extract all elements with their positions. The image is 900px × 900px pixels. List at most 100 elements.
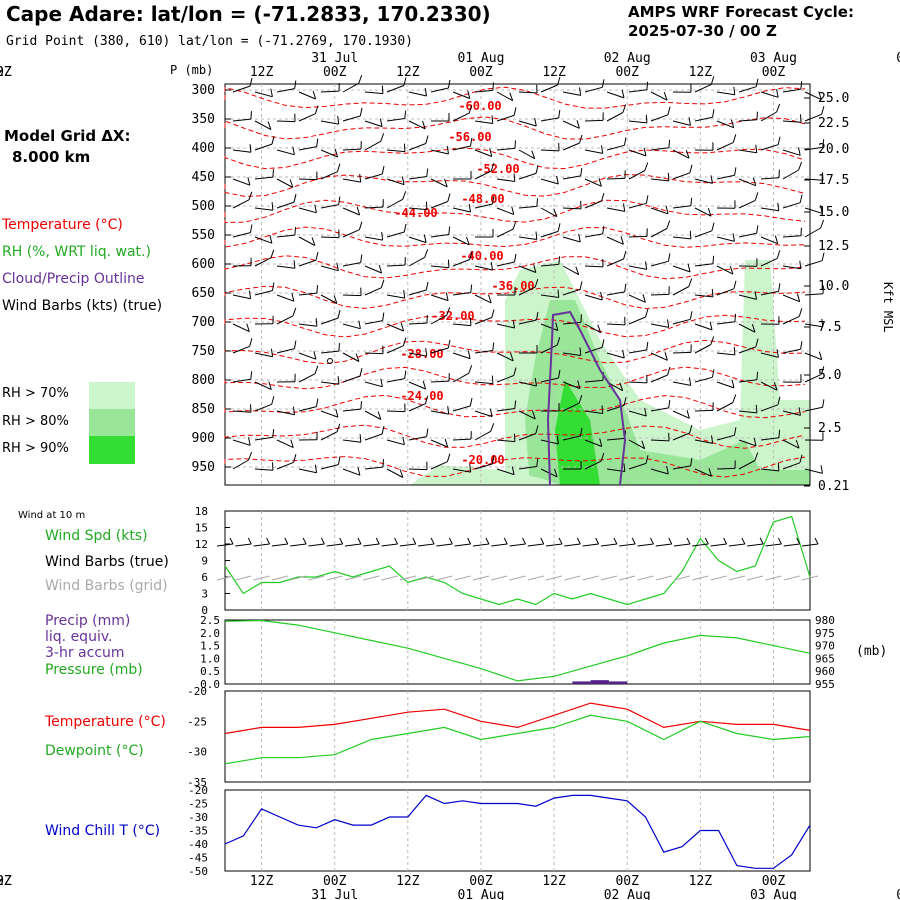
wind-barb-flag <box>644 407 647 417</box>
wind-barb-flag <box>689 164 693 173</box>
wind-barb <box>804 91 822 101</box>
wind-barb-flag <box>491 455 495 465</box>
rh-shade-region <box>555 380 600 485</box>
wind-barb-flag <box>534 278 539 288</box>
wind-barb <box>298 468 317 474</box>
wind-barb <box>408 120 426 130</box>
wind-barb-flag <box>336 423 341 432</box>
wind-barb <box>430 314 447 325</box>
wind-barb <box>232 410 252 413</box>
wind10m-barb-grid <box>619 575 636 581</box>
wind-barb-flag <box>667 106 671 115</box>
wind-barb-flag <box>381 165 385 175</box>
wind-barb <box>232 178 251 186</box>
wind-barb-flag <box>623 137 627 146</box>
wind-barb <box>386 178 405 186</box>
wind-barb-flag <box>445 292 449 301</box>
wind-barb-flag <box>798 147 801 156</box>
wind-barb-flag <box>358 221 363 230</box>
wind10m-barb-grid <box>710 575 727 581</box>
wind-barb <box>716 91 735 96</box>
wind10m-barb-true <box>655 543 672 547</box>
wind-barb <box>628 235 648 238</box>
wind-barb-flag <box>447 193 451 202</box>
temperature-tick-label: -35 <box>187 776 207 789</box>
wind-barb <box>650 260 669 267</box>
wind-barb-flag <box>579 347 582 356</box>
wind-barb <box>694 468 712 477</box>
bottom-time-tick-label: 12Z <box>0 874 12 889</box>
precip-tick-label: 1.5 <box>200 640 220 653</box>
wind-barb <box>342 148 362 151</box>
wind-barb-flag <box>580 427 583 437</box>
wind-barb-flag <box>514 140 516 149</box>
wind-barb-flag <box>558 369 561 379</box>
wind-barb-flag <box>380 378 383 387</box>
wind-barb <box>584 294 603 301</box>
wind-barb <box>540 230 559 238</box>
wind-barb <box>650 91 668 101</box>
wind-barb-flag <box>360 401 362 410</box>
wind-barb-flag <box>249 77 253 87</box>
wind-barb-flag <box>425 348 428 357</box>
wind-barb <box>804 293 824 296</box>
wind-chill-tick-label: -25 <box>188 798 208 811</box>
wind-barb-flag <box>447 259 450 268</box>
wind-barb <box>694 116 713 122</box>
wind-barb <box>606 291 625 296</box>
wind-barb-flag <box>315 251 319 261</box>
wind-barb-flag <box>685 150 690 159</box>
wind-barb <box>386 118 405 122</box>
wind-barb <box>232 323 250 333</box>
wind-barb-flag <box>513 107 517 116</box>
wind-barb <box>386 410 406 413</box>
wind-barb-flag <box>422 120 426 130</box>
wind-barb-flag <box>336 163 341 172</box>
wind-barb-flag <box>756 371 759 380</box>
wind-barb <box>254 120 272 130</box>
wind-barb-flag <box>356 206 361 216</box>
wind-barb <box>518 319 537 325</box>
wind-barb <box>342 323 361 330</box>
wind-barb <box>452 207 471 213</box>
wind-barb-flag <box>644 162 649 171</box>
wind10m-barb-true-flag <box>467 537 472 545</box>
wind-barb <box>408 289 427 296</box>
wind-barb <box>452 236 470 246</box>
wind-barb-flag <box>314 464 318 473</box>
wind-barb <box>342 229 360 238</box>
wind-barb <box>716 467 736 470</box>
wind-barb <box>364 410 382 420</box>
wind-speed-label: Wind Spd (kts) <box>45 528 148 544</box>
forecast-cycle-line2: 2025-07-30 / 00 Z <box>628 22 777 40</box>
wind-barb <box>298 373 316 383</box>
wind-barb-flag <box>710 76 715 85</box>
wind-barb <box>694 409 714 412</box>
wind-barb <box>408 468 428 471</box>
wind-speed-tick-label: 0 <box>201 604 208 617</box>
wind-barb <box>804 373 822 383</box>
wind-barb-flag <box>820 465 823 474</box>
precip-bar <box>590 680 609 684</box>
wind-barb-flag <box>272 282 275 291</box>
wind-barb-flag <box>425 201 428 210</box>
wind-barb-flag <box>510 352 514 362</box>
wind-barb-flag <box>359 174 362 183</box>
wind10m-barb-true-flag <box>247 537 252 545</box>
model-grid-value: 8.000 km <box>12 148 91 166</box>
wind-barb <box>562 207 582 210</box>
wind-barb-flag <box>535 165 539 174</box>
wind-barb-flag <box>558 109 561 118</box>
height-tick-label: 20.0 <box>818 142 849 157</box>
wind-barb-flag <box>795 440 800 449</box>
wind-barb-flag <box>821 318 824 327</box>
wind-barb-flag <box>689 424 693 434</box>
wind-barb-flag <box>645 114 648 123</box>
wind-barb <box>276 410 295 416</box>
wind-barb <box>430 234 449 238</box>
wind-barb-flag <box>402 191 407 200</box>
wind-barb-flag <box>336 262 339 271</box>
wind10m-barb-true <box>418 543 435 547</box>
wind-barb <box>694 230 713 238</box>
wind-chill-tick-label: -50 <box>188 865 208 878</box>
